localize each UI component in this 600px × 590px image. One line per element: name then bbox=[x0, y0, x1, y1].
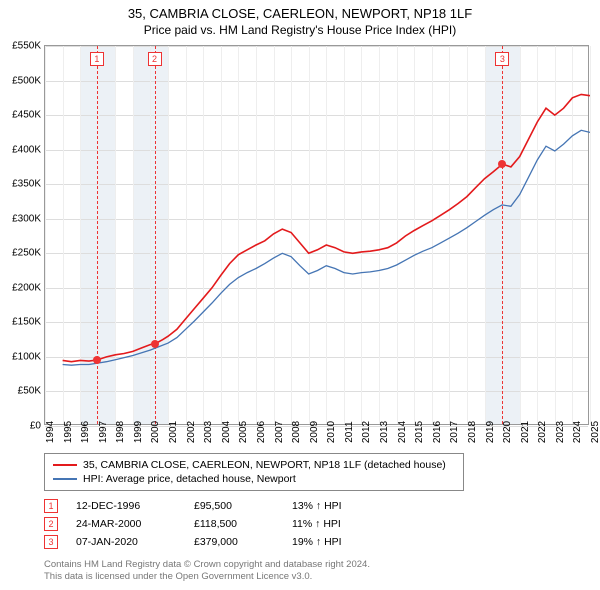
sale-row: 3 07-JAN-2020 £379,000 19% ↑ HPI bbox=[44, 533, 600, 551]
x-axis-label: 2018 bbox=[467, 421, 478, 443]
footer-attribution: Contains HM Land Registry data © Crown c… bbox=[44, 559, 600, 584]
legend-label: 35, CAMBRIA CLOSE, CAERLEON, NEWPORT, NP… bbox=[83, 459, 446, 471]
x-axis-label: 2019 bbox=[485, 421, 496, 443]
sale-marker-box: 1 bbox=[90, 52, 104, 66]
legend-swatch bbox=[53, 464, 77, 466]
footer-line1: Contains HM Land Registry data © Crown c… bbox=[44, 559, 600, 571]
x-axis-label: 1998 bbox=[115, 421, 126, 443]
x-axis-label: 1997 bbox=[98, 421, 109, 443]
x-axis-label: 1999 bbox=[133, 421, 144, 443]
x-axis-label: 1995 bbox=[63, 421, 74, 443]
sale-marker-box: 3 bbox=[495, 52, 509, 66]
y-axis-label: £400K bbox=[1, 144, 41, 155]
x-axis-label: 2009 bbox=[309, 421, 320, 443]
sale-row-pct: 11% ↑ HPI bbox=[292, 518, 382, 530]
x-axis-label: 2006 bbox=[256, 421, 267, 443]
x-axis-label: 2003 bbox=[203, 421, 214, 443]
x-axis-label: 2007 bbox=[274, 421, 285, 443]
legend-label: HPI: Average price, detached house, Newp… bbox=[83, 473, 296, 485]
line-chart-svg bbox=[45, 46, 590, 426]
y-axis-label: £300K bbox=[1, 213, 41, 224]
sale-row-marker: 3 bbox=[44, 535, 58, 549]
y-axis-label: £450K bbox=[1, 110, 41, 121]
x-axis-label: 1996 bbox=[80, 421, 91, 443]
x-axis-label: 2020 bbox=[502, 421, 513, 443]
y-axis-label: £100K bbox=[1, 351, 41, 362]
x-axis-label: 2024 bbox=[572, 421, 583, 443]
y-axis-label: £250K bbox=[1, 248, 41, 259]
x-axis-label: 2008 bbox=[291, 421, 302, 443]
legend-row: HPI: Average price, detached house, Newp… bbox=[53, 472, 455, 486]
series-line bbox=[63, 130, 590, 365]
series-line bbox=[63, 94, 590, 361]
page-title-address: 35, CAMBRIA CLOSE, CAERLEON, NEWPORT, NP… bbox=[0, 0, 600, 21]
y-axis-label: £350K bbox=[1, 179, 41, 190]
x-axis-label: 2016 bbox=[432, 421, 443, 443]
chart-area: £0£50K£100K£150K£200K£250K£300K£350K£400… bbox=[44, 45, 589, 445]
x-axis-label: 2023 bbox=[555, 421, 566, 443]
sale-row-date: 12-DEC-1996 bbox=[76, 500, 176, 512]
sale-marker-box: 2 bbox=[148, 52, 162, 66]
x-axis-label: 2014 bbox=[397, 421, 408, 443]
sale-row-date: 24-MAR-2000 bbox=[76, 518, 176, 530]
sale-row-price: £379,000 bbox=[194, 536, 274, 548]
x-axis-label: 2010 bbox=[326, 421, 337, 443]
legend-row: 35, CAMBRIA CLOSE, CAERLEON, NEWPORT, NP… bbox=[53, 458, 455, 472]
x-axis-label: 2015 bbox=[414, 421, 425, 443]
sale-marker-dot bbox=[93, 356, 101, 364]
plot-region: £0£50K£100K£150K£200K£250K£300K£350K£400… bbox=[44, 45, 589, 425]
x-axis-label: 1994 bbox=[45, 421, 56, 443]
sale-row-pct: 13% ↑ HPI bbox=[292, 500, 382, 512]
sale-row: 2 24-MAR-2000 £118,500 11% ↑ HPI bbox=[44, 515, 600, 533]
page-subtitle: Price paid vs. HM Land Registry's House … bbox=[0, 21, 600, 37]
x-axis-label: 2022 bbox=[537, 421, 548, 443]
footer-line2: This data is licensed under the Open Gov… bbox=[44, 571, 600, 583]
sale-row-date: 07-JAN-2020 bbox=[76, 536, 176, 548]
x-axis-label: 2013 bbox=[379, 421, 390, 443]
sale-row-marker: 1 bbox=[44, 499, 58, 513]
sale-marker-dot bbox=[498, 160, 506, 168]
x-axis-label: 2017 bbox=[449, 421, 460, 443]
y-axis-label: £50K bbox=[1, 386, 41, 397]
x-axis-label: 2005 bbox=[238, 421, 249, 443]
x-axis-label: 2004 bbox=[221, 421, 232, 443]
x-axis-label: 2001 bbox=[168, 421, 179, 443]
x-axis-label: 2002 bbox=[186, 421, 197, 443]
y-axis-label: £150K bbox=[1, 317, 41, 328]
x-axis-label: 2021 bbox=[520, 421, 531, 443]
sale-row: 1 12-DEC-1996 £95,500 13% ↑ HPI bbox=[44, 497, 600, 515]
sale-row-pct: 19% ↑ HPI bbox=[292, 536, 382, 548]
sale-row-price: £95,500 bbox=[194, 500, 274, 512]
grid-v bbox=[590, 46, 591, 424]
sale-row-marker: 2 bbox=[44, 517, 58, 531]
y-axis-label: £0 bbox=[1, 421, 41, 432]
legend-swatch bbox=[53, 478, 77, 480]
x-axis-label: 2025 bbox=[590, 421, 600, 443]
sale-row-price: £118,500 bbox=[194, 518, 274, 530]
sales-table: 1 12-DEC-1996 £95,500 13% ↑ HPI 2 24-MAR-2000… bbox=[44, 497, 600, 551]
y-axis-label: £200K bbox=[1, 282, 41, 293]
legend-box: 35, CAMBRIA CLOSE, CAERLEON, NEWPORT, NP… bbox=[44, 453, 464, 491]
x-axis-label: 2000 bbox=[150, 421, 161, 443]
x-axis-label: 2012 bbox=[361, 421, 372, 443]
x-axis-label: 2011 bbox=[344, 421, 355, 443]
y-axis-label: £550K bbox=[1, 41, 41, 52]
y-axis-label: £500K bbox=[1, 75, 41, 86]
sale-marker-dot bbox=[151, 340, 159, 348]
